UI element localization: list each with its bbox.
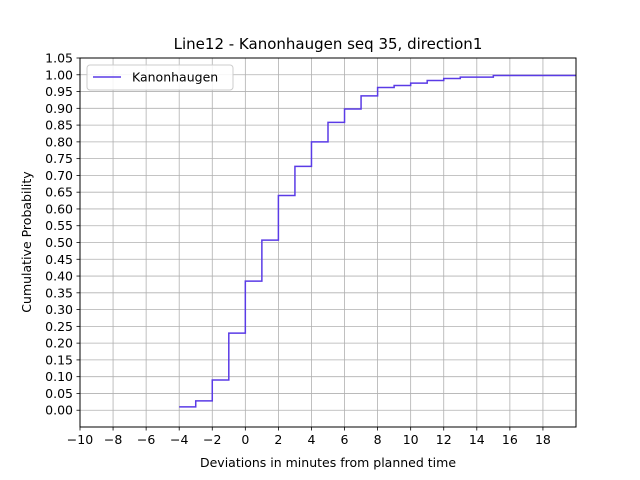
x-tick-label: −8	[104, 432, 122, 447]
y-tick-label: 0.45	[45, 252, 73, 267]
y-tick-label: 0.95	[45, 84, 73, 99]
y-tick-label: 1.05	[45, 51, 73, 66]
x-tick-label: −10	[67, 432, 93, 447]
x-tick-label: 0	[241, 432, 249, 447]
y-tick-label: 0.65	[45, 185, 73, 200]
x-axis: −10 −8 −6 −4 −2 0 2 4 6 8 10 12 14 16 18	[67, 427, 551, 447]
y-tick-label: 0.90	[45, 101, 73, 116]
x-tick-label: −6	[137, 432, 155, 447]
y-tick-label: 0.60	[45, 201, 73, 216]
y-tick-label: 1.00	[45, 67, 73, 82]
y-tick-label: 0.30	[45, 302, 73, 317]
x-tick-label: 18	[535, 432, 551, 447]
y-tick-label: 0.80	[45, 134, 73, 149]
x-tick-label: 8	[374, 432, 382, 447]
x-tick-label: 4	[307, 432, 315, 447]
x-tick-label: 6	[341, 432, 349, 447]
series-layer	[179, 74, 576, 408]
y-tick-label: 0.50	[45, 235, 73, 250]
x-tick-label: 2	[274, 432, 282, 447]
x-tick-label: −4	[170, 432, 188, 447]
y-tick-label: 0.25	[45, 319, 73, 334]
y-tick-label: 0.20	[45, 336, 73, 351]
y-tick-label: 0.10	[45, 369, 73, 384]
x-axis-label: Deviations in minutes from planned time	[200, 455, 456, 470]
y-tick-label: 0.70	[45, 168, 73, 183]
legend-box	[86, 64, 234, 91]
y-tick-label: 0.85	[45, 118, 73, 133]
series-line-kanonhaugen	[179, 74, 576, 408]
legend-label-kanonhaugen: Kanonhaugen	[132, 70, 218, 85]
y-tick-label: 0.15	[45, 352, 73, 367]
y-tick-label: 0.40	[45, 269, 73, 284]
x-tick-label: 16	[502, 432, 518, 447]
y-tick-label: 0.75	[45, 151, 73, 166]
y-tick-label: 0.00	[45, 403, 73, 418]
chart-title: Line12 - Kanonhaugen seq 35, direction1	[174, 35, 483, 53]
x-tick-label: 14	[469, 432, 485, 447]
y-axis: 0.00 0.05 0.10 0.150.20 0.25 0.30 0.350.40 0.45…	[45, 51, 80, 418]
x-tick-label: 12	[436, 432, 452, 447]
legend: Kanonhaugen	[86, 64, 234, 91]
y-axis-label: Cumulative Probability	[19, 171, 34, 313]
y-tick-label: 0.05	[45, 386, 73, 401]
x-tick-label: 10	[403, 432, 419, 447]
y-tick-label: 0.35	[45, 285, 73, 300]
x-tick-label: −2	[203, 432, 221, 447]
y-tick-label: 0.55	[45, 218, 73, 233]
